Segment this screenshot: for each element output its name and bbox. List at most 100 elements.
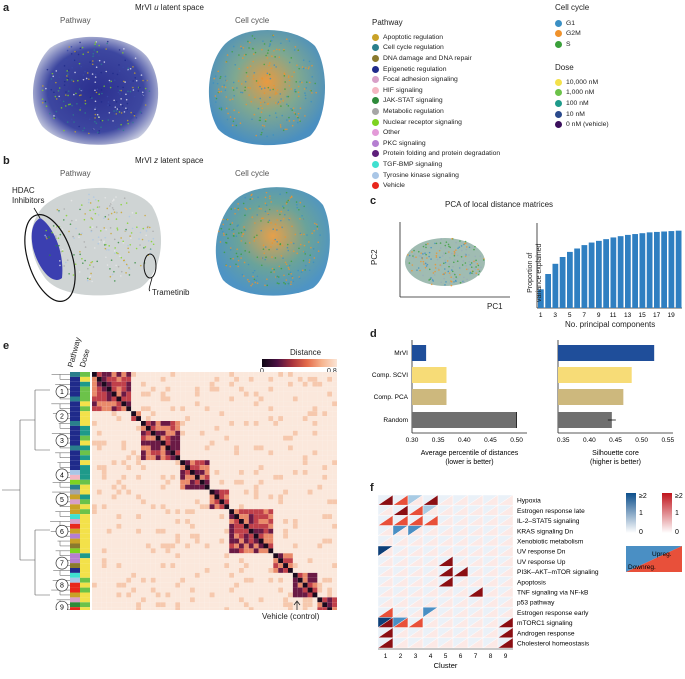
distance-cell	[307, 519, 313, 524]
cell-point	[96, 51, 99, 53]
distance-cell	[302, 533, 308, 539]
method-bar	[558, 412, 612, 428]
cell-point	[226, 218, 229, 221]
distance-cell	[96, 519, 102, 524]
pathway-cell	[70, 582, 80, 588]
cell-point	[55, 98, 58, 100]
distance-cell	[116, 543, 122, 549]
cell-point	[435, 242, 438, 245]
cell-point	[67, 103, 70, 106]
distance-cell	[243, 479, 249, 485]
distance-cell	[131, 416, 137, 421]
variance-bar	[603, 239, 609, 308]
cell-point	[137, 90, 140, 92]
distance-cell	[307, 602, 313, 608]
distance-cell	[258, 479, 264, 485]
cell-point	[308, 259, 311, 261]
cell-point	[50, 78, 53, 80]
cell-point	[278, 265, 281, 268]
distance-cell	[180, 401, 186, 407]
distance-cell	[101, 509, 107, 515]
distance-cell	[175, 435, 181, 441]
cell-point	[57, 237, 60, 239]
cell-point	[148, 226, 151, 229]
distance-cell	[199, 406, 205, 412]
distance-cell	[175, 563, 181, 568]
distance-cell	[190, 563, 195, 568]
distance-cell	[209, 401, 215, 407]
distance-cell	[234, 465, 239, 470]
distance-cell	[273, 582, 279, 588]
distance-cell	[121, 504, 127, 510]
cell-point	[73, 59, 76, 62]
cell-point	[452, 261, 455, 264]
distance-cell	[185, 587, 190, 593]
distance-cell	[209, 450, 215, 456]
distance-cell	[199, 538, 205, 544]
distance-cell	[229, 523, 235, 529]
cell-point	[428, 268, 431, 271]
distance-cell	[194, 430, 200, 436]
cell-point	[419, 269, 421, 272]
cell-point	[237, 80, 240, 82]
distance-cell	[141, 430, 146, 436]
cell-point	[105, 256, 107, 259]
distance-cell	[253, 514, 259, 519]
cluster-tick: 7	[474, 653, 478, 660]
distance-cell	[312, 602, 318, 608]
distance-cell	[145, 607, 151, 610]
distance-cell	[219, 386, 225, 392]
distance-cell	[155, 519, 161, 524]
distance-cell	[190, 401, 195, 407]
distance-cell	[121, 372, 127, 377]
distance-cell	[180, 440, 186, 446]
distance-cell	[126, 607, 132, 610]
cell-point	[304, 269, 306, 271]
distance-cell	[214, 558, 220, 564]
distance-cell	[219, 411, 225, 417]
cell-point	[152, 243, 155, 246]
distance-cell	[136, 430, 141, 436]
cell-point	[135, 212, 137, 214]
cell-point	[53, 115, 55, 117]
distance-cell	[243, 465, 249, 470]
distance-cell	[258, 504, 264, 510]
distance-cell	[312, 548, 318, 554]
cell-point	[45, 229, 47, 232]
distance-cell	[278, 514, 284, 519]
distance-cell	[160, 391, 166, 397]
distance-cell	[268, 543, 274, 549]
pathway-cell	[70, 489, 80, 495]
dose-cell	[80, 533, 90, 539]
distance-cell	[180, 396, 186, 402]
distance-cell	[141, 563, 146, 568]
cell-point	[132, 66, 134, 68]
distance-cell	[332, 416, 337, 421]
distance-cell	[204, 553, 210, 559]
cell-point	[131, 212, 134, 214]
distance-cell	[160, 484, 166, 490]
cell-point	[444, 261, 447, 264]
distance-cell	[96, 440, 102, 446]
cell-point	[469, 272, 471, 275]
dose-cell	[80, 582, 90, 588]
cell-point	[276, 92, 278, 95]
distance-cell	[141, 504, 146, 510]
distance-cell	[273, 406, 279, 412]
distance-cell	[101, 455, 107, 461]
distance-cell	[229, 391, 235, 397]
cell-point	[72, 235, 74, 238]
cell-point	[98, 93, 100, 96]
cell-point	[408, 262, 411, 264]
cell-point	[279, 126, 282, 128]
cell-point	[133, 95, 136, 98]
distance-cell	[190, 391, 195, 397]
distance-cell	[180, 381, 186, 387]
distance-cell	[302, 528, 308, 534]
distance-cell	[209, 484, 215, 490]
cell-point	[105, 70, 108, 73]
distance-cell	[297, 376, 303, 382]
distance-cell	[239, 553, 244, 559]
distance-cell	[322, 523, 328, 529]
cell-point	[303, 88, 306, 90]
